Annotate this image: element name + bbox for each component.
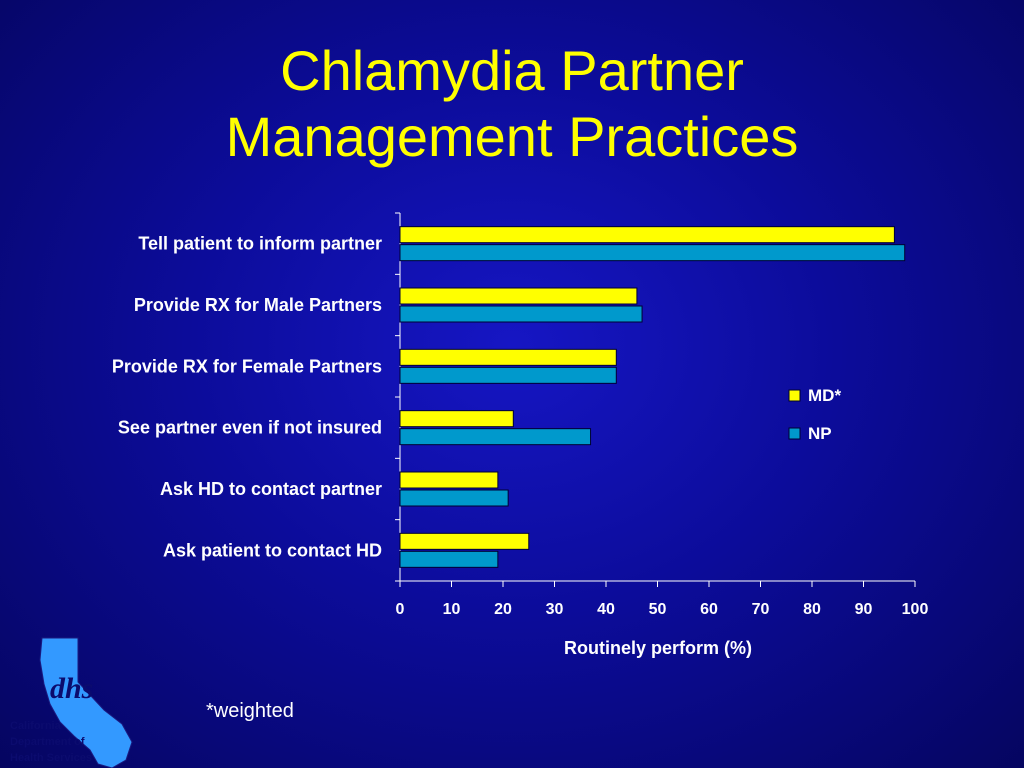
logo-caption-line-3: Health Services (10, 752, 92, 764)
footnote: *weighted (206, 700, 294, 722)
x-axis-label: Routinely perform (%) (564, 638, 752, 658)
bar-np (399, 428, 592, 446)
logo-caption-line-1: California (10, 720, 61, 732)
x-tick-label: 70 (752, 601, 770, 618)
bar-md (399, 226, 895, 244)
legend-label-np: NP (808, 424, 832, 443)
x-tick-label: 90 (855, 601, 873, 618)
bar-md (399, 410, 514, 428)
bar-np (399, 244, 906, 262)
bar-md (399, 471, 499, 489)
bar-md (399, 287, 638, 305)
x-tick-label: 80 (803, 601, 821, 618)
legend-swatch-md (788, 389, 801, 402)
logo-caption: California Department of Health Services (10, 718, 92, 766)
slide-title: Chlamydia Partner Management Practices (0, 38, 1024, 170)
category-label: Ask patient to contact HD (163, 540, 382, 560)
x-tick-label: 30 (546, 601, 564, 618)
category-label: Ask HD to contact partner (160, 479, 382, 499)
bar-md (399, 532, 530, 550)
bar-np (399, 366, 617, 384)
x-tick-label: 60 (700, 601, 718, 618)
x-tick-label: 40 (597, 601, 615, 618)
category-label: Provide RX for Male Partners (134, 295, 382, 315)
california-shape (39, 637, 133, 768)
title-line-2: Management Practices (225, 105, 799, 168)
category-label: Tell patient to inform partner (138, 234, 382, 254)
x-tick-label: 100 (902, 601, 929, 618)
legend-label-md: MD* (808, 386, 841, 405)
x-tick-label: 20 (494, 601, 512, 618)
bar-np (399, 305, 643, 323)
x-tick-label: 10 (443, 601, 461, 618)
legend-swatch-np (788, 427, 801, 440)
x-tick-label: 0 (396, 601, 405, 618)
x-tick-label: 50 (649, 601, 667, 618)
dhs-lettering: dhs (50, 672, 93, 705)
bar-md (399, 348, 617, 366)
bar-np (399, 550, 499, 568)
category-label: Provide RX for Female Partners (112, 356, 382, 376)
bar-np (399, 489, 509, 507)
logo-caption-line-2: Department of (10, 736, 85, 748)
category-label: See partner even if not insured (118, 418, 382, 438)
title-line-1: Chlamydia Partner (280, 39, 744, 102)
california-dhs-logo: dhs (39, 637, 133, 768)
